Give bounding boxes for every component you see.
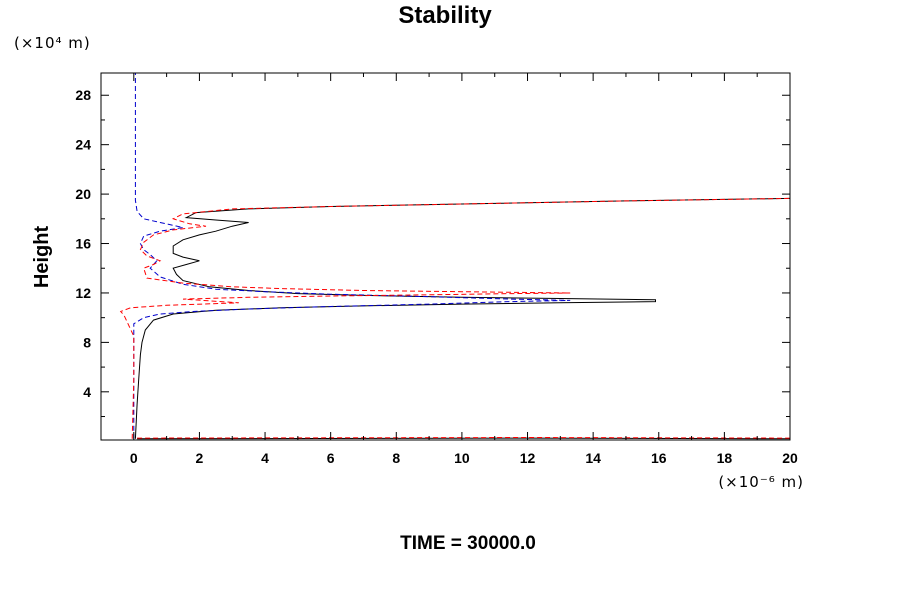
series-line-3 (119, 197, 790, 439)
chart-title: Stability (398, 2, 492, 29)
y-tick-label: 28 (75, 87, 91, 103)
x-unit-label: (×10⁻⁶ m) (718, 473, 804, 491)
x-tick-label: 0 (130, 450, 138, 466)
y-unit-label: (×10⁴ m) (14, 34, 91, 52)
x-tick-label: 20 (782, 450, 798, 466)
y-tick-label: 12 (75, 285, 91, 301)
series-line-5 (137, 436, 790, 439)
y-tick-label: 16 (75, 236, 91, 252)
x-tick-label: 6 (327, 450, 335, 466)
x-tick-label: 4 (261, 450, 269, 466)
y-tick-label: 8 (83, 334, 91, 350)
x-tick-label: 10 (454, 450, 470, 466)
x-tick-label: 2 (196, 450, 204, 466)
x-tick-label: 8 (392, 450, 400, 466)
plot-frame (100, 72, 791, 441)
y-axis-label: Height (31, 226, 53, 289)
y-tick-label: 20 (75, 186, 91, 202)
series-layer (119, 73, 790, 440)
y-tick-label: 4 (83, 384, 91, 400)
y-tick-label: 24 (75, 137, 91, 153)
series-line-2 (133, 73, 571, 439)
x-tick-label: 18 (717, 450, 733, 466)
series-line-1 (134, 197, 790, 439)
time-label: TIME = 30000.0 (400, 533, 536, 554)
x-tick-label: 12 (520, 450, 536, 466)
x-tick-label: 14 (585, 450, 601, 466)
x-tick-label: 16 (651, 450, 667, 466)
